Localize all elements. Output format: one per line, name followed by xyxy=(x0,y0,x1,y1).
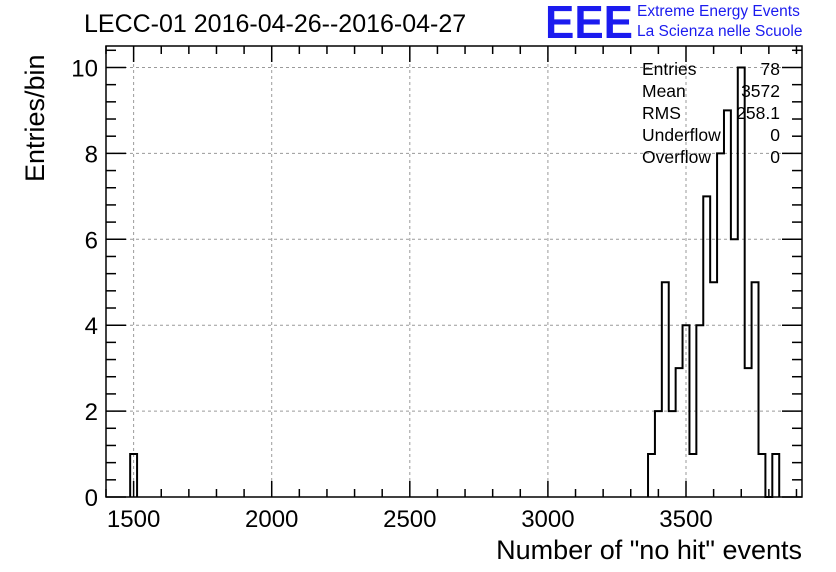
x-axis-label: Number of "no hit" events xyxy=(496,535,802,565)
tick-labels: 1500 2000 2500 3000 3500 0 2 4 6 8 10 xyxy=(71,55,712,533)
tick-marks xyxy=(105,46,802,498)
x-tick-label: 3500 xyxy=(659,506,712,533)
stats-value: 258.1 xyxy=(736,103,780,123)
stats-value: 0 xyxy=(770,125,780,145)
x-tick-label: 3000 xyxy=(521,506,574,533)
histogram-bin xyxy=(655,411,662,497)
stats-value: 78 xyxy=(760,59,780,79)
stats-label: Overflow xyxy=(642,147,712,167)
stats-value: 3572 xyxy=(741,81,780,101)
eee-logo: EEE xyxy=(545,2,633,42)
histogram-bin xyxy=(772,454,779,497)
histogram-bin xyxy=(724,110,731,497)
histogram-bin xyxy=(731,239,738,497)
y-axis-label: Entries/bin xyxy=(20,54,50,182)
histogram-bin xyxy=(676,368,683,497)
stats-label: RMS xyxy=(642,103,681,123)
x-tick-label: 2000 xyxy=(245,506,298,533)
histogram-bin xyxy=(689,454,696,497)
stats-value: 0 xyxy=(770,147,780,167)
histogram-bin xyxy=(696,325,703,497)
stats-row: Entries 78 xyxy=(642,58,780,80)
histogram-bin xyxy=(717,153,724,497)
histogram-bin xyxy=(752,282,759,497)
stats-row: RMS 258.1 xyxy=(642,102,780,124)
stats-box: Entries 78 Mean 3572 RMS 258.1 Underflow 0 Overf… xyxy=(642,58,780,168)
histogram-bin xyxy=(710,282,717,497)
stats-label: Mean xyxy=(642,81,686,101)
histogram-bin xyxy=(745,368,752,497)
logo-line-1: Extreme Energy Events xyxy=(637,3,800,20)
y-tick-label: 10 xyxy=(71,55,98,82)
histogram-bin xyxy=(648,454,655,497)
histogram-bin xyxy=(669,411,676,497)
stats-row: Underflow 0 xyxy=(642,124,780,146)
stats-row: Overflow 0 xyxy=(642,146,780,168)
histogram-bin xyxy=(662,282,669,497)
plot-frame xyxy=(105,45,803,498)
stats-label: Underflow xyxy=(642,125,721,145)
logo-caption: Extreme Energy Events La Scienza nelle S… xyxy=(637,2,802,42)
logo-line-2: La Scienza nelle Scuole xyxy=(637,23,803,40)
stats-row: Mean 3572 xyxy=(642,80,780,102)
histogram-bars xyxy=(129,66,781,498)
x-tick-label: 1500 xyxy=(107,506,160,533)
chart-title: LECC-01 2016-04-26--2016-04-27 xyxy=(84,10,467,38)
y-tick-label: 0 xyxy=(85,485,98,512)
y-tick-label: 6 xyxy=(85,227,98,254)
grid-lines xyxy=(106,46,802,497)
y-tick-label: 2 xyxy=(85,399,98,426)
x-tick-label: 2500 xyxy=(383,506,436,533)
histogram-bin xyxy=(683,325,690,497)
axes xyxy=(105,45,803,498)
histogram-bin xyxy=(703,196,710,497)
histogram-outline xyxy=(129,66,781,498)
y-tick-label: 4 xyxy=(85,313,98,340)
histogram-bin xyxy=(759,454,766,497)
eee-logo-mark: EEE xyxy=(545,2,633,42)
stats-label: Entries xyxy=(642,59,697,79)
y-tick-label: 8 xyxy=(85,141,98,168)
